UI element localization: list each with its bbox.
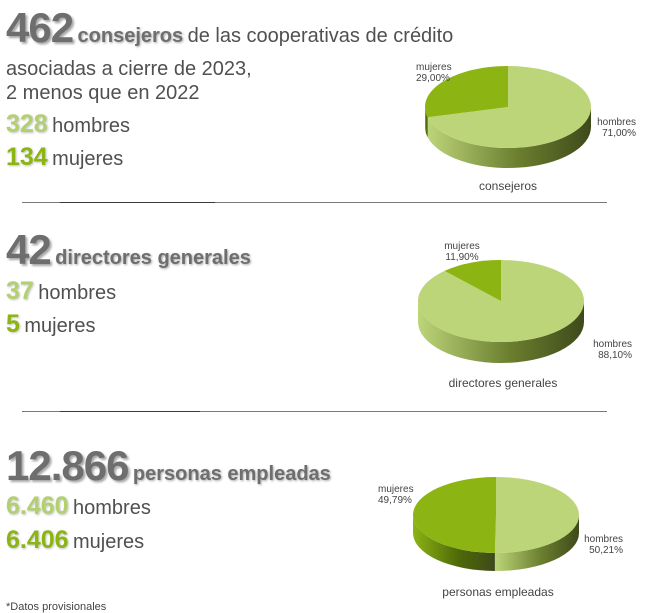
directores-total: 42 bbox=[6, 226, 52, 273]
directores-hombres-label: hombres bbox=[38, 282, 117, 304]
pie-slice-hombres bbox=[494, 477, 579, 553]
directores-hombres-value: 37 bbox=[6, 277, 34, 305]
pie-slice-side-mujeres bbox=[425, 107, 428, 138]
divider-2 bbox=[22, 411, 607, 412]
consejeros-total: 462 bbox=[6, 4, 74, 51]
pie-label-hombres: hombres 50,21% bbox=[584, 534, 623, 556]
pie-slice-mujeres bbox=[425, 66, 508, 118]
empleadas-hombres-label: hombres bbox=[73, 497, 151, 519]
empleadas-mujeres-label: mujeres bbox=[73, 531, 145, 553]
pie-chart-title: personas empleadas bbox=[442, 585, 553, 599]
consejeros-hombres-label: hombres bbox=[52, 115, 130, 137]
consejeros-total-label: consejeros bbox=[77, 25, 184, 47]
pie-chart-title: directores generales bbox=[449, 376, 558, 390]
consejeros-desc-line3: 2 menos que en 2022 bbox=[6, 82, 200, 104]
footnote: *Datos provisionales bbox=[6, 601, 107, 613]
pie-label-hombres: hombres 71,00% bbox=[597, 117, 636, 139]
pie-chart-consejeros: hombres 71,00% mujeres 29,00% consejeros bbox=[416, 62, 636, 193]
pie-slice-side-hombres bbox=[427, 107, 591, 168]
consejeros-hombres-value: 328 bbox=[6, 110, 48, 138]
consejeros-mujeres-label: mujeres bbox=[52, 148, 124, 170]
empleadas-total: 12.866 bbox=[6, 442, 129, 489]
pie-chart-personas-empleadas: hombres 50,21% mujeres 49,79% personas emple… bbox=[378, 477, 623, 599]
empleadas-total-label: personas empleadas bbox=[132, 463, 331, 485]
pie-chart-directores-generales: hombres 88,10% mujeres 11,90% directores gen… bbox=[418, 241, 632, 390]
directores-mujeres-value: 5 bbox=[6, 310, 20, 338]
divider-2-accent bbox=[60, 411, 200, 412]
pie-slice-hombres bbox=[427, 66, 591, 148]
empleadas-headline: 12.866 personas empleadas bbox=[6, 442, 331, 490]
pie-chart-title: consejeros bbox=[479, 179, 537, 193]
empleadas-mujeres-line: 6.406 mujeres bbox=[6, 526, 144, 555]
empleadas-mujeres-value: 6.406 bbox=[6, 526, 69, 554]
divider-1-accent bbox=[60, 202, 215, 203]
directores-mujeres-label: mujeres bbox=[24, 315, 96, 337]
consejeros-desc-line2: asociadas a cierre de 2023, bbox=[6, 58, 252, 80]
consejeros-mujeres-line: 134 mujeres bbox=[6, 143, 123, 172]
pie-slice-mujeres bbox=[444, 260, 501, 301]
pie-label-mujeres: mujeres 29,00% bbox=[416, 62, 452, 84]
divider-1 bbox=[22, 202, 607, 203]
consejeros-desc: de las cooperativas de crédito bbox=[187, 25, 454, 47]
directores-headline: 42 directores generales bbox=[6, 226, 251, 274]
pie-label-hombres: hombres 88,10% bbox=[593, 339, 632, 361]
consejeros-headline: 462 consejeros de las cooperativas de cr… bbox=[6, 4, 453, 52]
directores-total-label: directores generales bbox=[55, 247, 251, 269]
directores-hombres-line: 37 hombres bbox=[6, 277, 116, 306]
empleadas-hombres-line: 6.460 hombres bbox=[6, 492, 151, 521]
pie-slice-side-mujeres bbox=[413, 515, 495, 571]
empleadas-hombres-value: 6.460 bbox=[6, 492, 69, 520]
directores-mujeres-line: 5 mujeres bbox=[6, 310, 96, 339]
pie-slice-mujeres bbox=[412, 477, 496, 553]
pie-slice-side-hombres bbox=[418, 301, 584, 363]
pie-label-mujeres: mujeres 49,79% bbox=[378, 484, 414, 506]
consejeros-hombres-line: 328 hombres bbox=[6, 110, 130, 139]
pie-label-mujeres: mujeres 11,90% bbox=[444, 241, 480, 263]
pie-slice-side-hombres bbox=[494, 515, 579, 571]
consejeros-mujeres-value: 134 bbox=[6, 143, 48, 171]
